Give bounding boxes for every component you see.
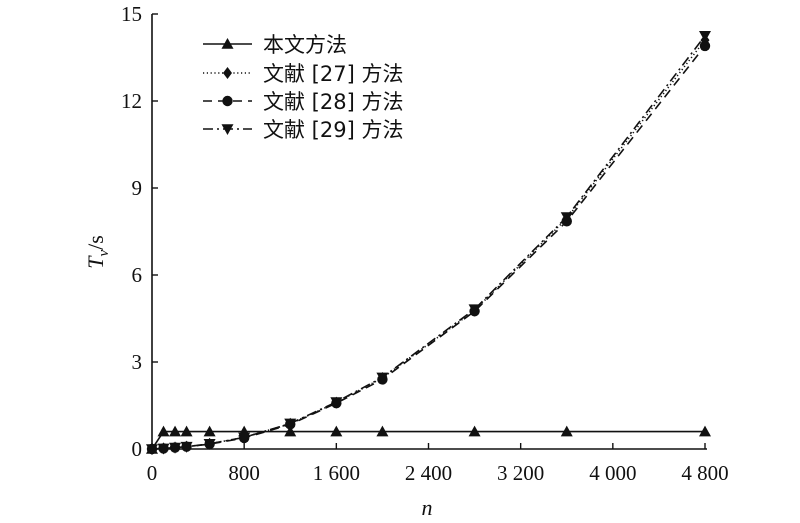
y-axis-title-main: T: [83, 255, 108, 269]
legend-item-2: 文献 [27] 方法: [203, 62, 403, 86]
data-point: [157, 425, 170, 437]
legend-label: 文献 [27] 方法: [263, 62, 403, 86]
svg-text:Tv/s: Tv/s: [83, 235, 112, 269]
x-tick-label: 4 800: [681, 461, 728, 485]
data-point: [468, 304, 481, 316]
data-point: [169, 425, 182, 437]
data-point: [180, 441, 193, 453]
legend-label: 本文方法: [263, 33, 347, 57]
axes: 0 800 1 600 2 400 3 200 4 000 4 800 0 3 6 9 12 15: [121, 2, 729, 485]
x-tick-label: 4 000: [589, 461, 636, 485]
legend-marker: [222, 95, 233, 107]
x-tick-label: 1 600: [313, 461, 360, 485]
data-point: [376, 425, 389, 437]
legend-marker: [221, 38, 234, 49]
data-point: [330, 425, 343, 437]
legend-label: 文献 [29] 方法: [263, 118, 403, 142]
data-point: [699, 425, 711, 437]
data-point: [203, 438, 216, 450]
y-tick-label: 6: [132, 263, 143, 287]
legend-item-4: 文献 [29] 方法: [203, 118, 403, 142]
data-point: [330, 397, 343, 409]
x-tick-label: 0: [147, 461, 158, 485]
legend-item-1: 本文方法: [203, 33, 347, 57]
y-tick-label: 9: [132, 176, 143, 200]
y-tick-label: 12: [121, 89, 142, 113]
series-layer: [146, 30, 711, 455]
series-line: [151, 39, 706, 450]
y-tick-label: 15: [121, 2, 142, 26]
y-axis-title-sub: v: [96, 250, 112, 257]
series-line: [151, 45, 706, 450]
data-point: [699, 30, 711, 42]
legend-label: 文献 [28] 方法: [263, 90, 403, 114]
legend-item-3: 文献 [28] 方法: [203, 90, 403, 114]
x-tick-label: 800: [228, 461, 260, 485]
data-point: [376, 372, 389, 384]
y-axis-title: Tv/s: [83, 235, 112, 269]
series-2: [147, 34, 710, 455]
y-axis-title-unit: /s: [83, 235, 108, 250]
data-point: [157, 443, 170, 455]
data-point: [560, 212, 573, 223]
series-4: [146, 30, 711, 455]
y-tick-label: 0: [132, 437, 143, 461]
data-point: [146, 444, 158, 455]
axis-labels: n Tv/s: [83, 235, 433, 520]
data-point: [169, 442, 182, 454]
x-axis-title: n: [422, 495, 433, 520]
data-point: [238, 432, 251, 444]
data-point: [284, 425, 297, 437]
series-line: [151, 35, 706, 450]
legend-marker: [223, 67, 232, 79]
x-tick-label: 3 200: [497, 461, 544, 485]
data-point: [560, 425, 573, 437]
y-tick-label: 3: [132, 350, 143, 374]
data-point: [468, 425, 481, 437]
data-point: [180, 425, 193, 437]
data-point: [284, 418, 297, 430]
legend-marker: [221, 124, 234, 135]
data-point: [203, 425, 216, 437]
x-tick-label: 2 400: [405, 461, 452, 485]
